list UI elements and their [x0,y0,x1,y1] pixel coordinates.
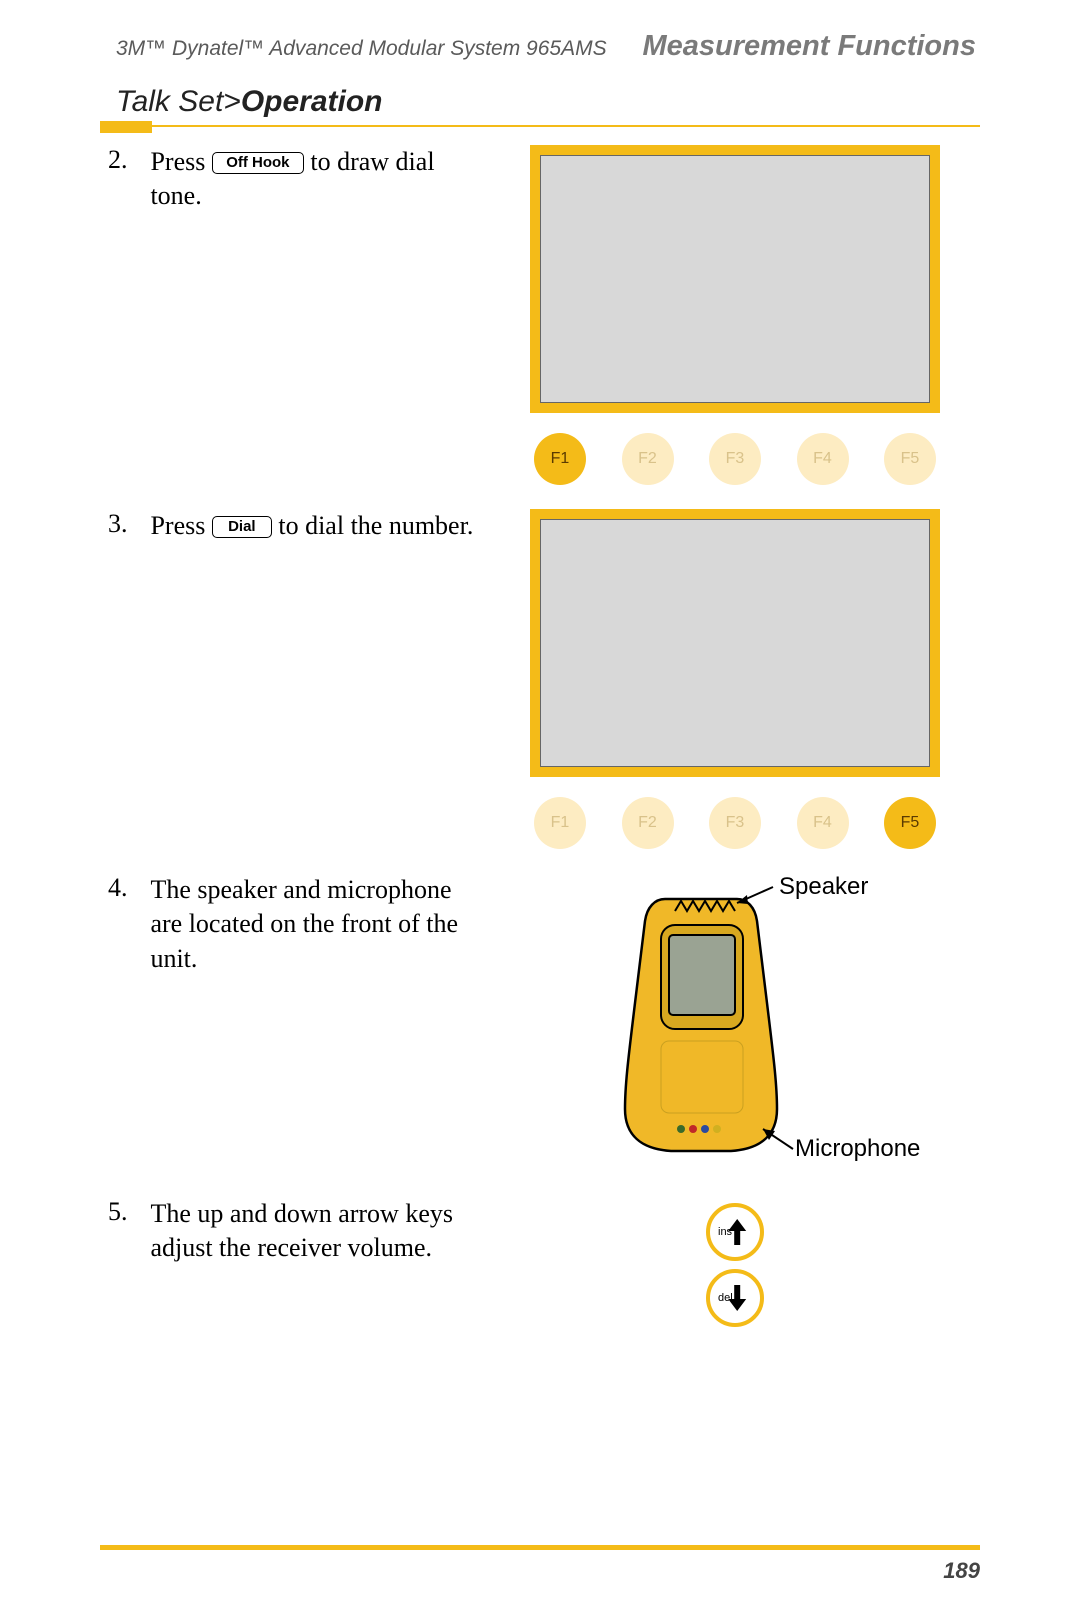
arrow-down-icon [726,1283,748,1313]
speaker-callout: Speaker [779,873,868,901]
page-number: 189 [943,1558,980,1584]
screen-frame [530,145,940,413]
arrow-up-key[interactable]: ins [706,1203,764,1261]
step-text-pre: Press [150,511,211,540]
f5-key[interactable]: F5 [884,433,936,485]
step-text: The up and down arrow keys adjust the re… [150,1197,480,1266]
step-2: 2. Press Off Hook to draw dial tone. F1 … [100,145,980,485]
step-text: The speaker and microphone are located o… [150,873,480,976]
step-3: 3. Press Dial to dial the number. F1 F2 … [100,509,980,849]
step-text: Press Off Hook to draw dial tone. [150,145,480,214]
f4-key[interactable]: F4 [797,797,849,849]
screen-frame [530,509,940,777]
device-screen-panel: F1 F2 F3 F4 F5 [530,509,940,849]
f2-key[interactable]: F2 [622,797,674,849]
arrow-up-icon [726,1217,748,1247]
step-5: 5. The up and down arrow keys adjust the… [100,1197,980,1327]
device-screen-panel: F1 F2 F3 F4 F5 [530,145,940,485]
off-hook-button[interactable]: Off Hook [212,152,304,174]
arrow-keys: ins del [706,1203,764,1327]
step-4: 4. The speaker and microphone are locate… [100,873,980,1173]
page-header: 3M™ Dynatel™ Advanced Modular System 965… [100,30,980,67]
step-number: 3. [108,509,146,539]
step-number: 2. [108,145,146,175]
step-number: 4. [108,873,146,903]
header-product: 3M™ Dynatel™ Advanced Modular System 965… [116,37,607,61]
f2-key[interactable]: F2 [622,433,674,485]
section-rule [100,121,980,135]
f4-key[interactable]: F4 [797,433,849,485]
section-name: Operation [241,85,383,118]
section-title: Talk Set>Operation [100,85,980,119]
f5-key[interactable]: F5 [884,797,936,849]
arrow-down-key[interactable]: del [706,1269,764,1327]
step-text: Press Dial to dial the number. [150,509,480,543]
f1-key[interactable]: F1 [534,797,586,849]
f1-key[interactable]: F1 [534,433,586,485]
footer-rule [100,1545,980,1550]
step-text-post: to dial the number. [272,511,473,540]
device-svg [555,873,915,1173]
function-keys-row: F1 F2 F3 F4 F5 [530,433,940,485]
microphone-callout: Microphone [795,1135,920,1163]
section-prefix: Talk Set> [116,85,241,118]
dial-button[interactable]: Dial [212,516,272,538]
f3-key[interactable]: F3 [709,797,761,849]
device-illustration: Speaker Microphone [555,873,915,1173]
step-number: 5. [108,1197,146,1227]
step-text-pre: Press [150,147,211,176]
header-section: Measurement Functions [642,30,976,63]
screen-display [540,519,930,767]
screen-display [540,155,930,403]
function-keys-row: F1 F2 F3 F4 F5 [530,797,940,849]
f3-key[interactable]: F3 [709,433,761,485]
